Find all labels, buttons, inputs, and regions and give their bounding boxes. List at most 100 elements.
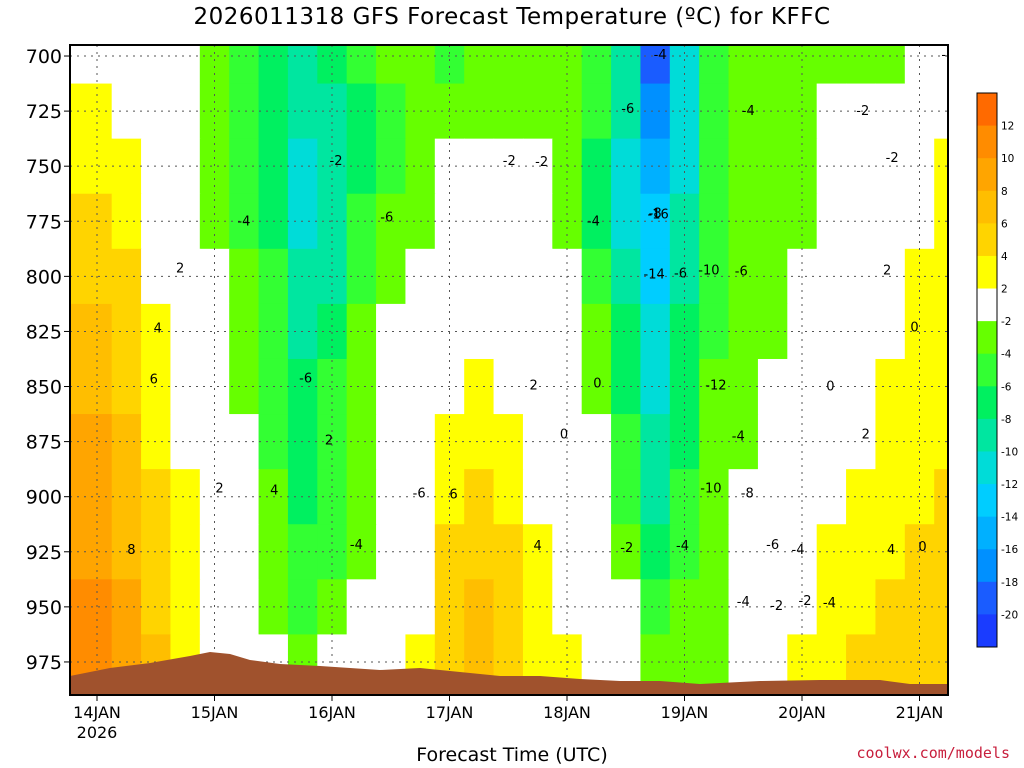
colorbar: 12 10 8 6 4 2 -2 -4 -6 -8 -10 -12 -14 -16 -18 -20: [976, 92, 1018, 648]
heatmap-cell: [199, 45, 230, 85]
heatmap-cell: [904, 414, 935, 470]
heatmap-cell: [141, 579, 172, 636]
heatmap-cell: [522, 469, 553, 525]
colorbar-frame: [976, 92, 998, 648]
heatmap-cell: [170, 469, 201, 525]
heatmap-cell: [611, 469, 642, 525]
contour-label: 0: [593, 377, 601, 392]
heatmap-cells: [70, 45, 948, 695]
heatmap-cell: [934, 138, 948, 195]
x-tick-label: 14JAN: [73, 703, 121, 722]
colorbar-label: -18: [1001, 577, 1018, 589]
heatmap-cell: [522, 303, 553, 360]
contour-label: -4: [941, 48, 954, 63]
heatmap-cell: [170, 248, 201, 305]
terrain-ground: [70, 652, 948, 695]
heatmap-cell: [434, 45, 465, 85]
x-tick-label: 19JAN: [661, 703, 709, 722]
y-tick-label: 775: [26, 211, 62, 233]
y-tick-label: 925: [26, 542, 62, 564]
contour-label: -8: [649, 206, 662, 221]
heatmap-cell: [229, 524, 260, 580]
heatmap-cell: [934, 634, 948, 695]
heatmap-cell: [111, 45, 142, 85]
heatmap-cell: [904, 45, 935, 85]
contour-label: -4: [823, 596, 836, 611]
contour-label: -4: [587, 214, 600, 229]
heatmap-cell: [904, 469, 935, 525]
contour-label: -12: [705, 379, 726, 394]
contour-label: -6: [299, 372, 312, 387]
heatmap-cell: [816, 83, 847, 140]
colorbar-swatch: [977, 484, 997, 518]
heatmap-cell: [70, 45, 113, 85]
heatmap-cell: [728, 45, 759, 85]
colorbar-swatch: [977, 255, 997, 290]
contour-label: -4: [732, 430, 745, 445]
colorbar-label: -6: [1001, 381, 1012, 393]
y-tick-label: 800: [26, 266, 62, 288]
heatmap-cell: [522, 358, 553, 415]
source-credit[interactable]: coolwx.com/models: [856, 744, 1010, 762]
contour-label: 0: [918, 540, 926, 555]
heatmap-cell: [934, 414, 948, 470]
colorbar-swatch: [977, 223, 997, 257]
colorbar-label: -16: [1001, 544, 1018, 556]
contour-label: 0: [910, 320, 918, 335]
heatmap-cell: [170, 83, 201, 140]
heatmap-cell: [287, 45, 318, 85]
heatmap-cell: [229, 45, 260, 85]
colorbar-label: 10: [1001, 153, 1014, 165]
contour-label: -4: [654, 48, 667, 63]
heatmap-cell: [757, 414, 788, 470]
heatmap-cell: [522, 45, 553, 85]
contour-label: -4: [737, 595, 750, 610]
heatmap-cell: [229, 469, 260, 525]
heatmap-cell: [522, 579, 553, 636]
heatmap-cell: [170, 138, 201, 195]
heatmap-cell: [170, 358, 201, 415]
heatmap-cell: [816, 45, 847, 85]
heatmap-cell: [757, 524, 788, 580]
heatmap-cell: [376, 469, 407, 525]
heatmap-cell: [170, 303, 201, 360]
heatmap-cell: [816, 414, 847, 470]
heatmap-cell: [376, 45, 407, 85]
colorbar-swatch: [977, 581, 997, 615]
y-axis: 700 725 750 775 800 825 850 875 900 925 950 975: [26, 46, 70, 674]
y-tick-label: 700: [26, 46, 62, 68]
heatmap-cell: [669, 414, 700, 470]
contour-labels: 2 4 6 8 4 2 -2 -4 -6 -6 -6 -4 -6 -4 -4 -2 -4 -2 -8 -6 -16 -14…: [127, 48, 954, 614]
heatmap-cell: [141, 45, 172, 85]
colorbar-swatch: [977, 516, 997, 550]
y-tick-label: 750: [26, 156, 62, 178]
colorbar-label: 2: [1001, 284, 1008, 296]
colorbar-label: 8: [1001, 186, 1008, 198]
colorbar-swatch: [977, 321, 997, 355]
contour-label: 2: [529, 379, 537, 394]
colorbar-label: -8: [1001, 414, 1011, 426]
colorbar-swatch: [977, 451, 997, 485]
heatmap-cell: [376, 248, 407, 305]
contour-label: 2: [883, 263, 891, 278]
contour-label: 2: [325, 434, 333, 449]
heatmap-cell: [229, 83, 260, 140]
heatmap-cell: [934, 579, 948, 636]
colorbar-label: -20: [1001, 609, 1018, 621]
heatmap-cell: [522, 414, 553, 470]
heatmap-cell: [934, 524, 948, 580]
heatmap-cell: [141, 303, 172, 360]
heatmap-cell: [346, 45, 377, 85]
heatmap-cell: [376, 358, 407, 415]
plot-frame: [69, 44, 949, 696]
contour-label: -6: [674, 266, 687, 281]
colorbar-swatch: [977, 158, 997, 192]
contour-label: 4: [887, 543, 895, 558]
x-tick-label: 20JAN: [778, 703, 826, 722]
y-tick-label: 825: [26, 321, 62, 343]
contour-label: -2: [620, 541, 633, 556]
heatmap-cell: [669, 45, 700, 85]
heatmap-cell: [934, 83, 948, 140]
heatmap-cell: [611, 138, 642, 195]
heatmap-cell: [229, 248, 260, 305]
